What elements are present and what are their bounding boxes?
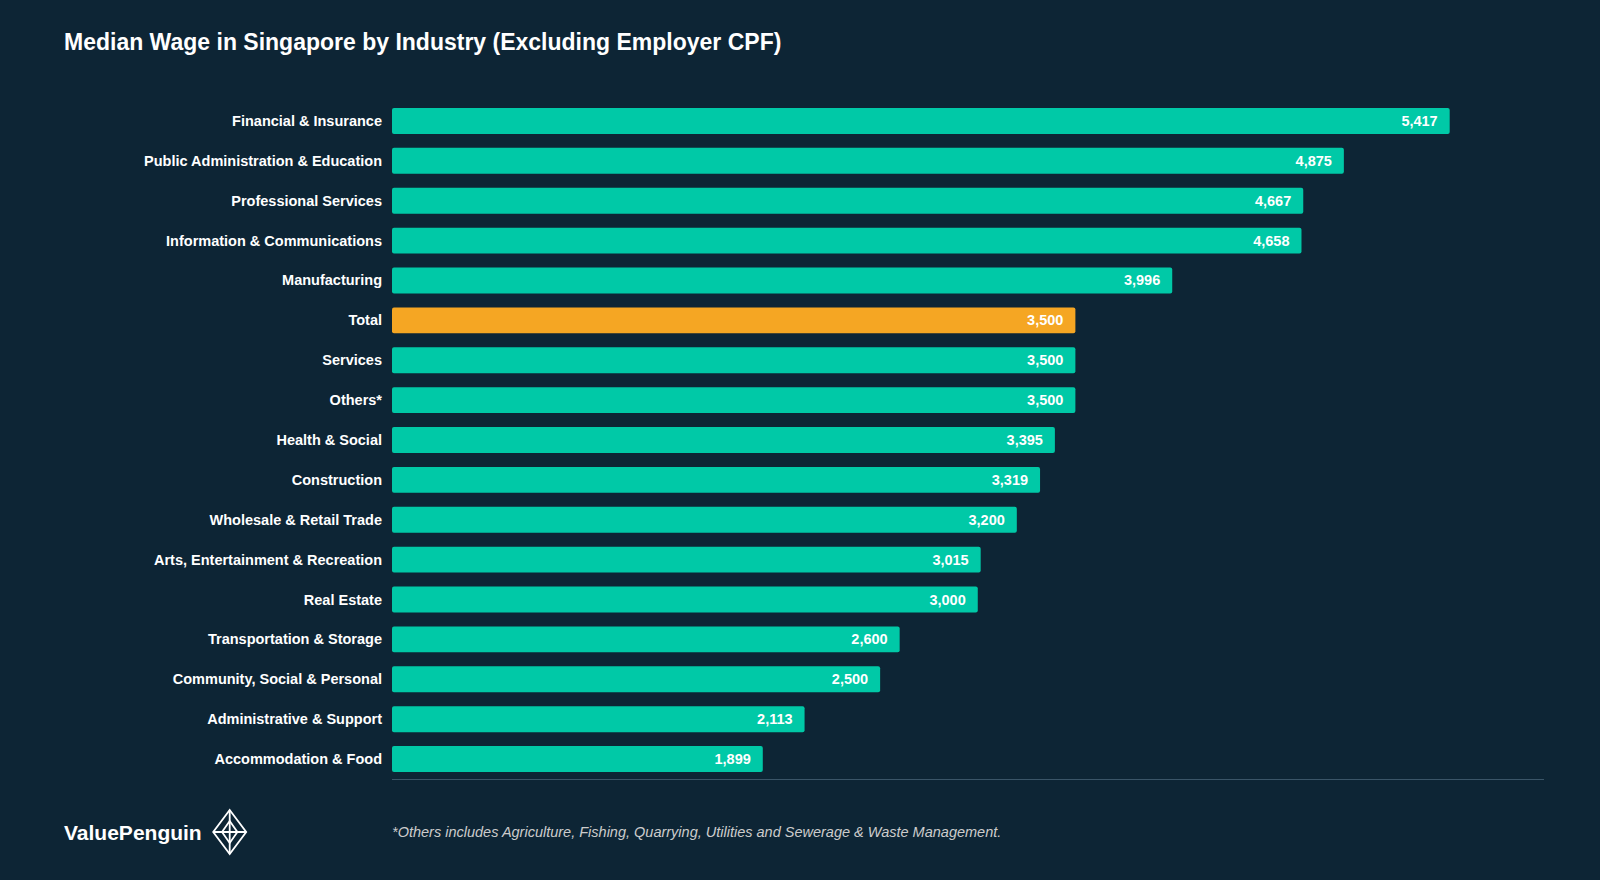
- value-label: 3,500: [1027, 312, 1063, 328]
- category-label: Professional Services: [231, 193, 382, 209]
- bar: [392, 666, 880, 692]
- bar: [392, 387, 1075, 413]
- value-label: 3,395: [1007, 432, 1043, 448]
- category-label: Manufacturing: [282, 272, 382, 288]
- category-label: Services: [322, 352, 382, 368]
- category-label: Information & Communications: [166, 233, 382, 249]
- category-label: Others*: [330, 392, 383, 408]
- value-label: 3,015: [932, 552, 968, 568]
- bar: [392, 467, 1040, 493]
- background: [0, 0, 1600, 880]
- category-label: Wholesale & Retail Trade: [210, 512, 382, 528]
- bar: [392, 307, 1075, 333]
- category-label: Construction: [292, 472, 382, 488]
- category-label: Real Estate: [304, 592, 382, 608]
- value-label: 3,500: [1027, 392, 1063, 408]
- value-label: 3,200: [969, 512, 1005, 528]
- bar: [392, 626, 900, 652]
- value-label: 3,996: [1124, 272, 1160, 288]
- bar: [392, 148, 1344, 174]
- value-label: 2,500: [832, 671, 868, 687]
- value-label: 4,667: [1255, 193, 1291, 209]
- category-label: Transportation & Storage: [208, 631, 382, 647]
- category-label: Financial & Insurance: [232, 113, 382, 129]
- labels: Financial & Insurance 5,417 Public Adminis…: [144, 113, 1438, 767]
- value-label: 1,899: [714, 751, 750, 767]
- value-label: 3,000: [929, 592, 965, 608]
- category-label: Health & Social: [276, 432, 382, 448]
- category-label: Arts, Entertainment & Recreation: [154, 552, 382, 568]
- logo-text: ValuePenguin: [64, 821, 202, 844]
- value-label: 3,500: [1027, 352, 1063, 368]
- category-label: Public Administration & Education: [144, 153, 382, 169]
- bars: [392, 108, 1450, 772]
- bar: [392, 587, 978, 613]
- value-label: 2,600: [851, 631, 887, 647]
- value-label: 2,113: [757, 711, 793, 727]
- value-label: 5,417: [1401, 113, 1437, 129]
- bar: [392, 507, 1017, 533]
- category-label: Accommodation & Food: [214, 751, 382, 767]
- title: Median Wage in Singapore by Industry (Ex…: [64, 29, 781, 55]
- category-label: Administrative & Support: [207, 711, 382, 727]
- value-label: 4,875: [1296, 153, 1332, 169]
- category-label: Total: [348, 312, 382, 328]
- bar: [392, 706, 805, 732]
- logo-mark: [213, 810, 246, 854]
- bar: [392, 228, 1301, 254]
- value-label: 4,658: [1253, 233, 1289, 249]
- value-label: 3,319: [992, 472, 1028, 488]
- category-label: Community, Social & Personal: [173, 671, 382, 687]
- bar: [392, 427, 1055, 453]
- bar: [392, 547, 981, 573]
- bar: [392, 746, 763, 772]
- bar: [392, 268, 1172, 294]
- footnote: *Others includes Agriculture, Fishing, Q…: [392, 824, 1001, 840]
- x-axis-line: [392, 779, 1544, 780]
- bar: [392, 347, 1075, 373]
- bar: [392, 108, 1450, 134]
- bar: [392, 188, 1303, 214]
- chart: Median Wage in Singapore by Industry (Ex…: [0, 0, 1600, 880]
